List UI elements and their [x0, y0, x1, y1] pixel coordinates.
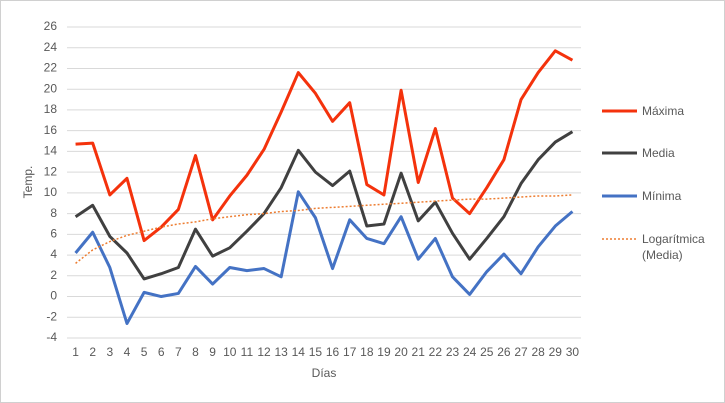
x-tick-label: 6 [158, 345, 165, 359]
y-tick-label: 26 [44, 19, 58, 33]
y-tick-label: 24 [44, 40, 58, 54]
x-tick-label: 25 [480, 345, 494, 359]
y-tick-label: 6 [50, 227, 57, 241]
x-tick-label: 23 [446, 345, 460, 359]
y-tick-label: 10 [44, 185, 58, 199]
data-line [75, 49, 574, 243]
x-tick-label: 20 [394, 345, 408, 359]
x-tick-label: 7 [175, 345, 182, 359]
y-tick-label: -4 [46, 330, 57, 344]
x-tick-label: 14 [292, 345, 306, 359]
y-tick-label: 2 [50, 268, 57, 282]
y-tick-label: 4 [50, 247, 57, 261]
legend-label: Logarítmica (Media) [642, 232, 705, 262]
y-tick-label: 16 [44, 123, 58, 137]
x-tick-label: 1 [72, 345, 79, 359]
legend-label: Máxima [642, 104, 685, 118]
legend-label: Media [642, 146, 675, 160]
y-tick-label: 22 [44, 61, 58, 75]
x-tick-label: 2 [89, 345, 96, 359]
x-tick-label: 21 [412, 345, 426, 359]
x-tick-label: 22 [429, 345, 443, 359]
legend-label: Mínima [642, 189, 682, 203]
x-tick-label: 28 [531, 345, 545, 359]
y-tick-label: 8 [50, 206, 57, 220]
y-tick-label: 14 [44, 144, 58, 158]
data-line [74, 130, 574, 281]
x-tick-label: 8 [192, 345, 199, 359]
y-tick-label: 18 [44, 102, 58, 116]
x-tick-label: 17 [343, 345, 357, 359]
y-tick-label: 12 [44, 164, 58, 178]
x-tick-label: 9 [209, 345, 216, 359]
x-tick-label: 5 [141, 345, 148, 359]
x-tick-label: 27 [514, 345, 528, 359]
x-tick-label: 11 [241, 345, 254, 359]
x-tick-label: 12 [257, 345, 271, 359]
x-tick-label: 16 [326, 345, 340, 359]
data-line [74, 190, 574, 325]
y-tick-label: 20 [44, 81, 58, 95]
y-tick-label: -2 [46, 309, 57, 323]
x-tick-label: 3 [106, 345, 113, 359]
x-tick-label: 4 [124, 345, 131, 359]
x-tick-label: 13 [274, 345, 288, 359]
y-axis-label: Temp. [21, 166, 35, 199]
x-tick-label: 10 [223, 345, 237, 359]
trend-line [75, 194, 573, 264]
x-axis-label: Días [312, 366, 337, 380]
x-tick-label: 15 [309, 345, 323, 359]
x-tick-label: 30 [566, 345, 580, 359]
x-tick-label: 18 [360, 345, 374, 359]
y-tick-label: 0 [50, 289, 57, 303]
x-tick-label: 24 [463, 345, 477, 359]
x-tick-label: 19 [377, 345, 391, 359]
x-tick-label: 26 [497, 345, 511, 359]
x-tick-label: 29 [549, 345, 563, 359]
